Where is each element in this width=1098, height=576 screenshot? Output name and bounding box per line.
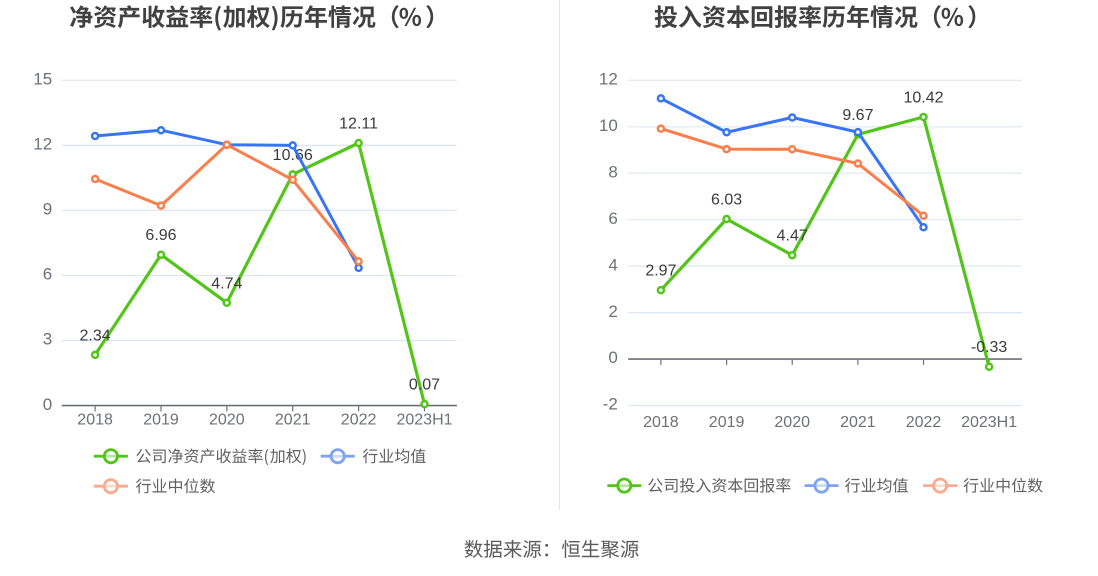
svg-text:2020: 2020: [209, 411, 245, 428]
svg-text:3: 3: [43, 330, 52, 349]
svg-text:10.66: 10.66: [273, 147, 313, 164]
svg-text:9: 9: [43, 200, 52, 219]
svg-text:9.67: 9.67: [842, 107, 873, 124]
svg-text:2019: 2019: [143, 411, 179, 428]
svg-text:2.34: 2.34: [80, 327, 111, 344]
svg-text:2023H1: 2023H1: [961, 414, 1017, 431]
svg-text:2: 2: [608, 302, 617, 321]
svg-text:6.96: 6.96: [145, 227, 176, 244]
svg-text:4: 4: [608, 255, 617, 274]
svg-text:-0.33: -0.33: [971, 339, 1008, 356]
svg-text:2021: 2021: [275, 411, 311, 428]
svg-text:2022: 2022: [906, 414, 942, 431]
svg-text:2.97: 2.97: [645, 263, 676, 280]
svg-text:2021: 2021: [840, 414, 876, 431]
svg-text:6: 6: [608, 209, 617, 228]
svg-text:2022: 2022: [341, 411, 377, 428]
svg-text:-2: -2: [603, 395, 618, 414]
svg-text:2018: 2018: [643, 414, 679, 431]
svg-text:0: 0: [608, 348, 617, 367]
svg-text:10.42: 10.42: [903, 90, 943, 107]
svg-text:4.47: 4.47: [777, 228, 808, 245]
svg-text:8: 8: [608, 162, 617, 181]
svg-text:10: 10: [599, 116, 618, 135]
svg-text:2018: 2018: [77, 411, 113, 428]
svg-text:0.07: 0.07: [409, 377, 440, 394]
svg-text:12: 12: [599, 70, 618, 89]
svg-text:0: 0: [43, 395, 52, 414]
svg-text:6: 6: [43, 265, 52, 284]
svg-text:12: 12: [33, 135, 52, 154]
svg-text:12.11: 12.11: [339, 116, 378, 133]
svg-text:4.74: 4.74: [211, 275, 242, 292]
svg-text:2020: 2020: [774, 414, 810, 431]
svg-text:6.03: 6.03: [711, 192, 742, 209]
svg-text:2023H1: 2023H1: [396, 411, 452, 428]
svg-text:2019: 2019: [709, 414, 745, 431]
svg-text:15: 15: [33, 70, 52, 89]
